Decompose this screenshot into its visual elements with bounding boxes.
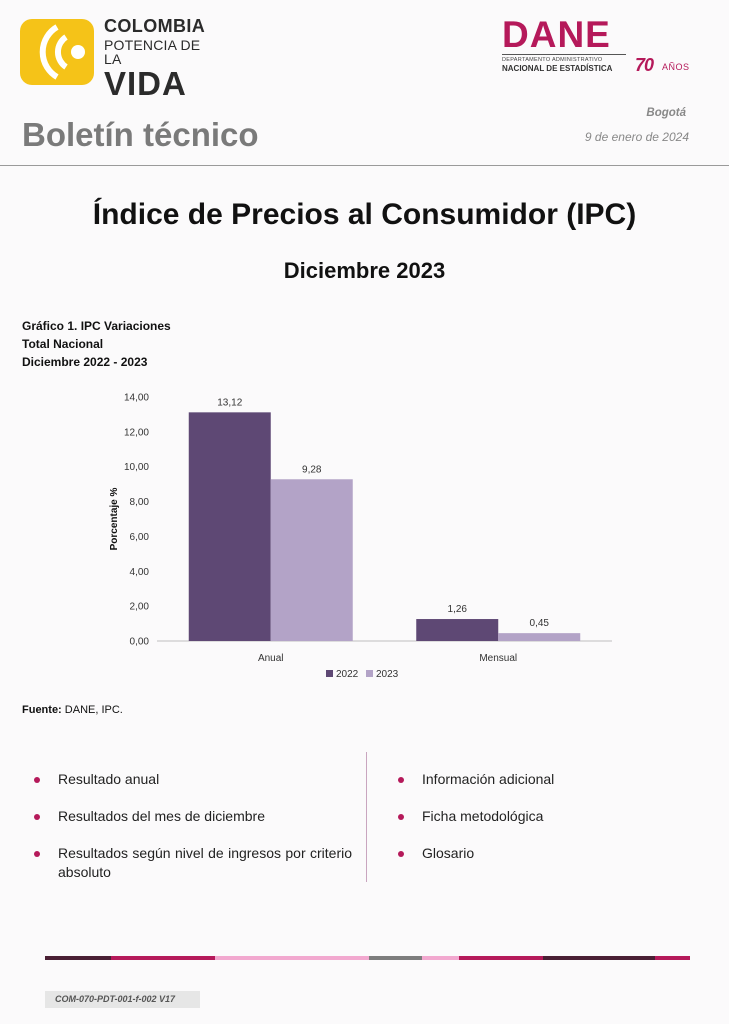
footer-bar-segment [422, 956, 459, 960]
index-item-resultados-diciembre[interactable]: Resultados del mes de diciembre [34, 807, 352, 826]
bullet-icon [398, 777, 404, 783]
chart-caption-line3: Diciembre 2022 - 2023 [22, 355, 148, 369]
index-list-left: Resultado anual Resultados del mes de di… [34, 770, 352, 900]
dane-logo-rule [502, 54, 626, 55]
source-label: Fuente: [22, 704, 62, 716]
dane-anniversary-word: AÑOS [662, 62, 690, 72]
bar-data-label: 13,12 [217, 397, 242, 408]
y-tick-label: 2,00 [130, 602, 150, 613]
x-tick-label: Anual [258, 653, 284, 664]
dane-anniversary-number: 70 [635, 55, 654, 75]
legend-label-2023: 2023 [376, 669, 399, 680]
page-subtitle: Diciembre 2023 [283, 258, 446, 283]
city-label: Bogotá [646, 107, 686, 119]
y-tick-label: 6,00 [130, 532, 150, 543]
bullet-icon [398, 851, 404, 857]
index-list-right: Información adicional Ficha metodológica… [398, 770, 698, 881]
ipc-bar-chart: 0,00 2,00 4,00 6,00 8,00 10,00 12,00 14,00 Porce… [109, 393, 612, 680]
legend-swatch-2022 [326, 670, 333, 677]
y-tick-label: 10,00 [124, 462, 149, 473]
logo-line-colombia: COLOMBIA [104, 16, 206, 36]
index-item-resultados-ingresos[interactable]: Resultados según nivel de ingresos por c… [34, 844, 352, 882]
y-tick-label: 14,00 [124, 393, 149, 404]
legend-label-2022: 2022 [336, 669, 359, 680]
bullet-icon [34, 851, 40, 857]
footer-bar-segment [369, 956, 422, 960]
source-note: Fuente: DANE, IPC. [22, 704, 123, 716]
footer-bar-segment [215, 956, 369, 960]
y-tick-label: 4,00 [130, 567, 150, 578]
y-tick-label: 8,00 [130, 497, 150, 508]
chart-caption: Gráfico 1. IPC Variaciones Total Naciona… [22, 317, 171, 371]
index-item-ficha-metodologica[interactable]: Ficha metodológica [398, 807, 698, 826]
colombia-potencia-de-la-vida-logo: COLOMBIA POTENCIA DE LA VIDA [20, 16, 220, 100]
bar-2022-anual [188, 412, 271, 641]
chart-caption-line1: Gráfico 1. IPC Variaciones [22, 319, 171, 333]
page-title: Índice de Precios al Consumidor (IPC) [92, 198, 637, 231]
logo-line-potencia: POTENCIA DE LA [104, 37, 201, 67]
section-title: Boletín técnico [22, 116, 259, 153]
header-divider [0, 165, 729, 166]
chart-caption-line2: Total Nacional [22, 337, 104, 351]
logo-line-vida: VIDA [104, 65, 187, 102]
footer-color-bar [45, 956, 690, 960]
bar-data-label: 9,28 [302, 464, 322, 475]
dane-subtitle-line2: NACIONAL DE ESTADÍSTICA [502, 64, 613, 73]
bar-data-label: 1,26 [448, 604, 468, 615]
y-tick-label: 0,00 [130, 637, 150, 648]
bullet-icon [398, 814, 404, 820]
date-label: 9 de enero de 2024 [584, 130, 689, 144]
index-item-glosario[interactable]: Glosario [398, 844, 698, 863]
document-code: COM-070-PDT-001-f-002 V17 [45, 991, 200, 1008]
footer-bar-segment [459, 956, 543, 960]
index-divider [366, 752, 367, 882]
bar-2023-anual [270, 479, 353, 641]
index-item-resultado-anual[interactable]: Resultado anual [34, 770, 352, 789]
dane-wordmark: DANE [502, 14, 611, 55]
bullet-icon [34, 814, 40, 820]
footer-bar-segment [111, 956, 215, 960]
colombia-logo-mark-icon [20, 19, 94, 85]
footer-bar-segment [543, 956, 655, 960]
bar-data-label: 0,45 [530, 618, 550, 629]
x-tick-label: Mensual [479, 653, 517, 664]
bullet-icon [34, 777, 40, 783]
dane-logo: DANE DEPARTAMENTO ADMINISTRATIVO NACIONA… [502, 16, 702, 78]
footer-bar-segment [655, 956, 690, 960]
dane-subtitle-line1: DEPARTAMENTO ADMINISTRATIVO [502, 57, 603, 63]
bar-2023-mensual [498, 633, 581, 641]
bar-2022-mensual [416, 619, 499, 641]
index-item-informacion-adicional[interactable]: Información adicional [398, 770, 698, 789]
y-tick-label: 12,00 [124, 427, 149, 438]
footer-bar-segment [45, 956, 111, 960]
y-axis-title: Porcentaje % [109, 487, 120, 550]
source-text: DANE, IPC. [64, 704, 123, 716]
legend-swatch-2023 [366, 670, 373, 677]
